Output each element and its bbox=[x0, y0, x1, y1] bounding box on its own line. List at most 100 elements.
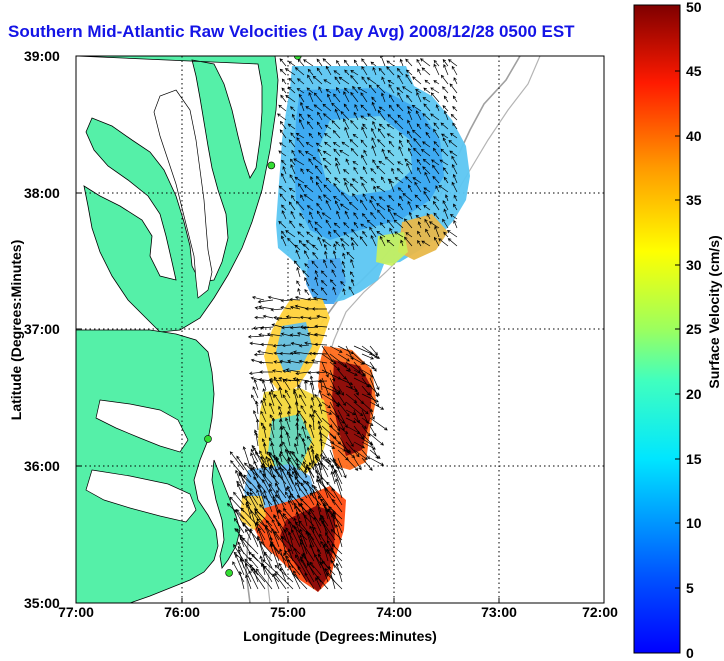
velocity-arrow bbox=[341, 260, 346, 269]
velocity-arrow bbox=[330, 559, 343, 576]
velocity-arrow bbox=[369, 377, 379, 398]
velocity-arrow bbox=[281, 204, 287, 211]
velocity-arrow bbox=[416, 158, 422, 166]
velocity-arrow bbox=[302, 326, 319, 330]
velocity-arrow bbox=[308, 532, 322, 555]
velocity-arrow bbox=[304, 277, 310, 287]
velocity-arrow bbox=[278, 104, 287, 112]
velocity-arrow bbox=[300, 194, 305, 202]
x-tick-label: 76:00 bbox=[164, 604, 200, 620]
velocity-arrow bbox=[279, 359, 292, 364]
velocity-arrow bbox=[324, 250, 328, 260]
velocity-arrow bbox=[329, 417, 341, 432]
velocity-arrow bbox=[337, 345, 355, 355]
colorbar-tick: 0 bbox=[686, 645, 694, 661]
velocity-arrow bbox=[301, 554, 315, 569]
velocity-arrow bbox=[279, 434, 283, 447]
velocity-arrow bbox=[342, 288, 346, 296]
velocity-arrow bbox=[320, 279, 328, 287]
velocity-arrow bbox=[339, 149, 350, 157]
velocity-arrow bbox=[376, 165, 386, 175]
velocity-arrow bbox=[285, 417, 291, 431]
velocity-arrow bbox=[446, 229, 458, 238]
velocity-arrow bbox=[290, 210, 296, 220]
velocity-arrow bbox=[245, 574, 252, 590]
velocity-arrow bbox=[313, 409, 323, 423]
velocity-arrow bbox=[297, 287, 301, 296]
velocity-arrow bbox=[357, 87, 368, 94]
velocity-arrow bbox=[345, 369, 358, 376]
velocity-arrow bbox=[303, 194, 314, 202]
velocity-arrow bbox=[269, 402, 275, 415]
velocity-arrow bbox=[262, 397, 267, 407]
velocity-arrow bbox=[451, 181, 458, 193]
velocity-arrow bbox=[323, 243, 328, 251]
velocity-arrow bbox=[337, 401, 350, 417]
velocity-arrow bbox=[288, 139, 296, 148]
velocity-arrow bbox=[396, 103, 404, 112]
velocity-arrow bbox=[360, 223, 368, 229]
velocity-arrow bbox=[301, 425, 307, 439]
velocity-arrow bbox=[420, 148, 431, 157]
velocity-arrow bbox=[327, 93, 332, 103]
velocity-arrow bbox=[448, 139, 458, 148]
velocity-arrow bbox=[314, 324, 328, 329]
velocity-arrow bbox=[297, 231, 305, 238]
velocity-arrow bbox=[289, 325, 301, 330]
velocity-arrow bbox=[335, 524, 343, 548]
velocity-arrow bbox=[289, 297, 301, 302]
velocity-arrow bbox=[276, 489, 287, 513]
velocity-arrow bbox=[262, 442, 267, 455]
velocity-arrow bbox=[371, 101, 377, 112]
velocity-arrow bbox=[348, 201, 359, 211]
velocity-arrow bbox=[423, 190, 431, 202]
velocity-arrow bbox=[343, 91, 350, 103]
velocity-arrow bbox=[387, 178, 395, 184]
velocity-arrow bbox=[296, 88, 305, 94]
velocity-arrow bbox=[304, 250, 310, 260]
velocity-arrow bbox=[452, 173, 458, 184]
velocity-arrow bbox=[312, 251, 319, 260]
velocity-arrow bbox=[319, 453, 324, 463]
velocity-arrow bbox=[304, 288, 310, 296]
velocity-field bbox=[376, 232, 408, 266]
velocity-arrow bbox=[393, 219, 404, 229]
velocity-arrow bbox=[322, 150, 332, 157]
velocity-arrow bbox=[287, 450, 301, 471]
velocity-arrow bbox=[311, 359, 328, 364]
velocity-arrow bbox=[379, 222, 386, 229]
velocity-arrow bbox=[442, 59, 449, 67]
velocity-arrow bbox=[353, 212, 359, 220]
velocity-arrow bbox=[289, 351, 301, 356]
velocity-arrow bbox=[299, 538, 315, 562]
velocity-arrow bbox=[337, 425, 349, 435]
velocity-arrow bbox=[452, 95, 458, 103]
velocity-arrow bbox=[350, 69, 359, 76]
velocity-arrow bbox=[360, 115, 368, 121]
velocity-arrow bbox=[309, 375, 315, 391]
velocity-arrow bbox=[362, 193, 368, 202]
velocity-arrow bbox=[407, 130, 413, 139]
velocity-arrow bbox=[333, 222, 341, 229]
x-tick-label: 74:00 bbox=[376, 604, 412, 620]
velocity-arrow bbox=[417, 221, 422, 229]
velocity-arrow bbox=[259, 450, 267, 463]
velocity-arrow bbox=[321, 449, 329, 462]
velocity-arrow bbox=[257, 299, 274, 304]
velocity-arrow bbox=[274, 564, 294, 583]
velocity-arrow bbox=[278, 185, 287, 193]
x-tick-label: 77:00 bbox=[58, 604, 94, 620]
velocity-arrow bbox=[258, 360, 274, 365]
velocity-arrow bbox=[342, 252, 346, 260]
velocity-arrow bbox=[287, 237, 296, 247]
velocity-arrow bbox=[323, 79, 332, 85]
velocity-arrow bbox=[289, 333, 301, 337]
velocity-arrow bbox=[279, 129, 287, 139]
velocity-arrow bbox=[286, 555, 294, 569]
velocity-arrow bbox=[353, 385, 359, 396]
velocity-arrow bbox=[432, 147, 440, 157]
velocity-arrow bbox=[244, 558, 259, 576]
colorbar-ticks bbox=[675, 70, 680, 589]
velocity-arrow bbox=[261, 379, 267, 391]
